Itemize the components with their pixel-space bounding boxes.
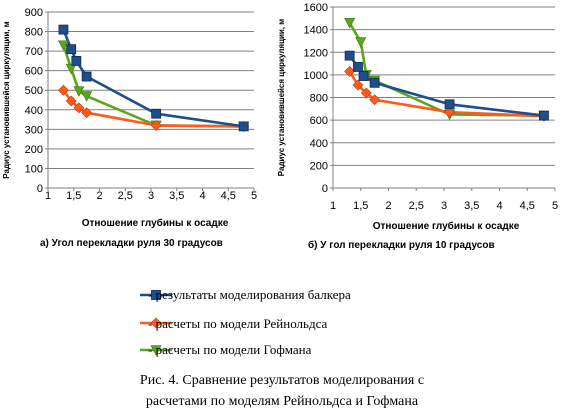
chart-a-xtick-label: 4 <box>199 190 205 202</box>
chart-b-series-diamond-point <box>344 66 356 77</box>
legend-diamond-marker <box>150 317 162 329</box>
legend-label-balker: - результаты моделирования балкера <box>148 287 351 302</box>
chart-b-series-triangle-point <box>355 37 367 48</box>
chart-b-xtick-label: 3 <box>441 200 447 212</box>
chart-b-series-diamond-point <box>352 79 364 91</box>
chart-b-series-square-point <box>539 110 549 121</box>
chart-b-ylabel: Радиус установившейся циркуляции, м <box>277 19 286 177</box>
chart-a-series-diamond-point <box>65 95 77 107</box>
chart-b-series-square-point <box>344 50 355 61</box>
chart-b-xlabel: Отношение глубины к осадке <box>373 220 520 232</box>
chart-b-series-diamond-point <box>360 87 372 99</box>
chart-a-series-square-point <box>151 108 162 119</box>
chart-a-series-triangle-point <box>65 63 77 75</box>
chart-b-xtick-label: 5 <box>552 200 558 212</box>
chart-b-series-square-point <box>369 77 380 88</box>
chart-a: 0 100 200 300 400 500 600 700 800 900 1 1,5 2 2,5 3 3,5… <box>2 7 257 229</box>
chart-a-ytick-label: 700 <box>25 46 43 58</box>
legend-icons <box>140 290 172 356</box>
chart-b-series-triangle-point <box>344 18 356 29</box>
chart-b-xtick-label: 3,5 <box>464 200 479 212</box>
chart-a-series-diamond-point <box>81 107 93 119</box>
chart-a-ytick-label: 0 <box>37 183 43 195</box>
chart-b-xtick-label: 1 <box>330 200 336 212</box>
chart-a-subtitle: а) Угол перекладки руля 30 градусов <box>40 238 223 249</box>
chart-b-ytick-label: 0 <box>322 183 328 195</box>
chart-a-series-diamond-point <box>73 102 85 114</box>
chart-a-ylabel: Радиус установившейся циркуляции, м <box>2 21 11 179</box>
chart-a-ytick-label: 100 <box>25 163 43 175</box>
chart-b: 0 200 400 600 800 1000 1200 1400 1600 1 1,5 2 2,5 3 3,… <box>277 2 558 232</box>
chart-a-series-square-point <box>81 71 92 82</box>
chart-a-series-diamond-point <box>150 119 162 131</box>
chart-a-xtick-label: 2 <box>96 190 102 202</box>
chart-b-ytick-label: 200 <box>310 160 328 172</box>
chart-a-ytick-label: 800 <box>25 27 43 39</box>
chart-b-ytick-label: 800 <box>310 93 328 105</box>
figure-caption-line-2: расчетами по моделям Рейнольдса и Гофман… <box>145 394 419 409</box>
chart-b-series-square-point <box>353 62 363 72</box>
chart-a-xtick-label: 2,5 <box>118 190 133 202</box>
chart-a-xtick-label: 1 <box>45 190 51 202</box>
chart-b-series-diamond-point <box>369 94 381 106</box>
chart-b-ytick-label: 1200 <box>304 47 328 59</box>
chart-a-ytick-label: 400 <box>25 105 43 117</box>
chart-a-xtick-label: 3,5 <box>169 190 184 202</box>
chart-a-series-triangle-point <box>81 91 93 102</box>
chart-b-ytick-label: 1400 <box>304 25 328 37</box>
chart-b-xtick-label: 4 <box>496 200 502 212</box>
chart-a-xtick-label: 1,5 <box>66 190 81 202</box>
chart-b-xtick-label: 2,5 <box>409 200 424 212</box>
chart-b-ytick-label: 400 <box>310 138 328 150</box>
chart-a-series-triangle-point <box>57 40 69 51</box>
chart-b-xtick-label: 2 <box>385 200 391 212</box>
legend-label-hofmann: - расчеты по модели Гофмана <box>148 342 312 357</box>
chart-a-xtick-label: 3 <box>148 190 154 202</box>
chart-b-series-diamond-point <box>444 106 455 118</box>
chart-b-ytick-label: 1000 <box>304 70 328 82</box>
chart-a-xlabel: Отношение глубины к осадке <box>82 217 229 229</box>
figure-caption-line-1: Рис. 4. Сравнение результатов моделирова… <box>139 373 425 388</box>
chart-a-series-square-point <box>71 55 82 66</box>
chart-a-ytick-label: 300 <box>25 124 43 136</box>
chart-a-ytick-label: 600 <box>25 66 43 78</box>
chart-b-series-square-point <box>444 99 455 110</box>
chart-a-ytick-label: 500 <box>25 85 43 97</box>
chart-b-ytick-label: 1600 <box>304 2 328 14</box>
legend-label-reynolds: - расчеты по модели Рейнольдса <box>148 316 328 331</box>
chart-a-series-square-point <box>58 24 69 35</box>
chart-b-series-square-point <box>358 71 369 81</box>
chart-a-ytick-label: 900 <box>25 7 43 19</box>
chart-a-ytick-label: 200 <box>25 144 43 156</box>
chart-b-subtitle: б) У гол перекладки руля 10 градусов <box>308 240 495 251</box>
chart-a-xtick-label: 5 <box>251 190 257 202</box>
chart-a-xtick-label: 4,5 <box>221 190 236 202</box>
legend-square-marker <box>151 290 161 300</box>
chart-a-series-square-point <box>66 44 77 55</box>
chart-b-ytick-label: 600 <box>310 115 328 127</box>
chart-a-series-diamond-point <box>58 84 69 96</box>
legend-triangle-marker <box>150 345 162 356</box>
chart-b-xtick-label: 4,5 <box>520 200 535 212</box>
chart-a-series-square-point <box>238 121 249 132</box>
chart-b-xtick-label: 1,5 <box>353 200 368 212</box>
